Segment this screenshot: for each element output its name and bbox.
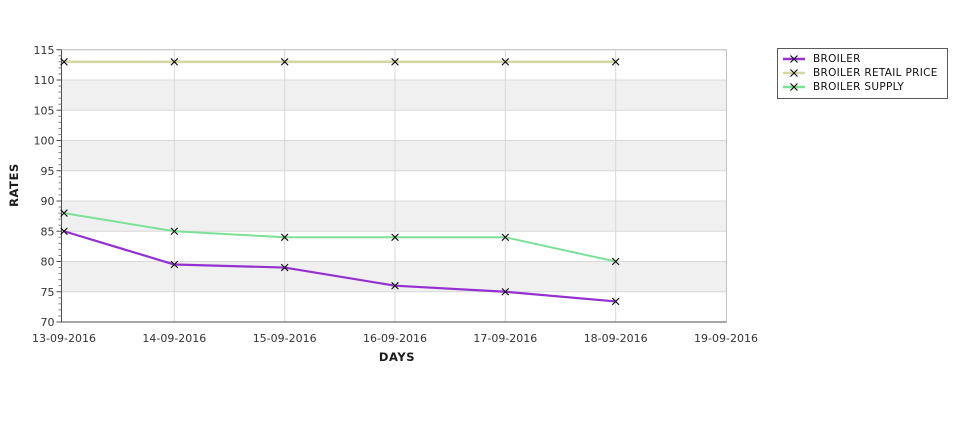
x-tick-label: 18-09-2016: [584, 332, 648, 345]
x-tick-label: 17-09-2016: [473, 332, 537, 345]
y-tick-label: 100: [34, 135, 55, 148]
legend-label: BROILER SUPPLY: [813, 81, 905, 93]
y-tick-label: 75: [41, 286, 55, 299]
data-point-marker: [60, 227, 620, 306]
y-tick-label: 80: [41, 256, 55, 269]
legend-item: BROILER SUPPLY: [782, 80, 938, 94]
data-point-marker: [60, 209, 620, 266]
series-marker-icon: [783, 83, 805, 91]
legend-label: BROILER: [813, 53, 861, 65]
legend-item: BROILER: [782, 52, 938, 66]
y-tick-label: 70: [41, 316, 55, 329]
legend-item: BROILER RETAIL PRICE: [782, 66, 938, 80]
x-tick-label: 16-09-2016: [363, 332, 427, 345]
series-line: [63, 212, 617, 263]
y-tick-label: 110: [34, 74, 55, 87]
series-marker-icon: [783, 69, 805, 77]
plot-band: [61, 201, 727, 232]
x-tick-label: 15-09-2016: [253, 332, 317, 345]
y-tick-label: 90: [41, 195, 55, 208]
x-tick-label: 19-09-2016: [694, 332, 758, 345]
y-tick-label: 105: [34, 104, 55, 117]
legend-label: BROILER RETAIL PRICE: [813, 67, 938, 79]
plot-band: [61, 80, 727, 111]
series-line: [62, 230, 617, 303]
data-point-marker: [60, 58, 620, 66]
series-marker-icon: [783, 55, 805, 63]
x-tick-label: 14-09-2016: [142, 332, 206, 345]
legend: BROILER BROILER RETAIL PRICE BROILER SUPPL…: [777, 48, 948, 99]
y-tick-label: 85: [41, 225, 55, 238]
y-axis-title: RATES: [7, 163, 21, 207]
x-axis-title: DAYS: [378, 350, 416, 364]
plot-band: [61, 140, 727, 171]
y-tick-label: 95: [41, 165, 55, 178]
x-tick-label: 13-09-2016: [32, 332, 96, 345]
y-tick-label: 115: [34, 44, 55, 57]
